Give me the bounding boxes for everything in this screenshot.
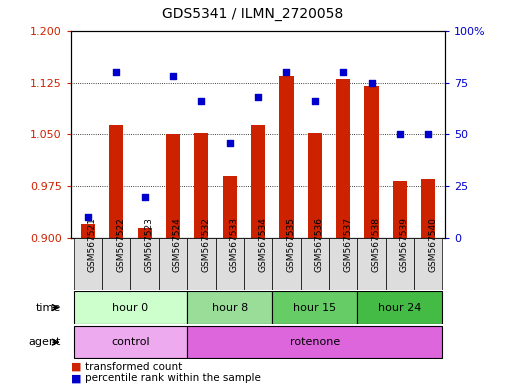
FancyBboxPatch shape — [385, 238, 413, 290]
Point — [282, 69, 290, 75]
FancyBboxPatch shape — [130, 238, 159, 290]
Bar — [194, 133, 208, 238]
Text: hour 0: hour 0 — [112, 303, 148, 313]
Point — [169, 73, 177, 79]
Point — [254, 94, 262, 100]
Text: GSM567540: GSM567540 — [427, 217, 436, 272]
Text: ■: ■ — [71, 362, 81, 372]
FancyBboxPatch shape — [357, 291, 441, 324]
Bar — [364, 86, 378, 238]
Bar — [420, 179, 434, 238]
FancyBboxPatch shape — [243, 238, 272, 290]
Text: GSM567524: GSM567524 — [173, 217, 182, 271]
Bar — [222, 176, 236, 238]
Bar — [279, 76, 293, 238]
Text: GSM567536: GSM567536 — [314, 217, 323, 272]
Point — [225, 140, 233, 146]
Text: control: control — [111, 337, 149, 347]
Text: GSM567538: GSM567538 — [371, 217, 380, 272]
Text: GSM567523: GSM567523 — [144, 217, 154, 272]
Text: hour 8: hour 8 — [211, 303, 247, 313]
FancyBboxPatch shape — [300, 238, 328, 290]
FancyBboxPatch shape — [187, 291, 272, 324]
Text: percentile rank within the sample: percentile rank within the sample — [85, 373, 261, 383]
Point — [197, 98, 205, 104]
FancyBboxPatch shape — [272, 238, 300, 290]
Text: time: time — [35, 303, 61, 313]
FancyBboxPatch shape — [328, 238, 357, 290]
Text: GSM567535: GSM567535 — [286, 217, 295, 272]
Text: rotenone: rotenone — [289, 337, 339, 347]
Point — [367, 79, 375, 86]
Bar — [307, 133, 321, 238]
Bar — [137, 228, 152, 238]
FancyBboxPatch shape — [187, 326, 441, 358]
Text: GSM567521: GSM567521 — [88, 217, 96, 272]
FancyBboxPatch shape — [357, 238, 385, 290]
Text: GSM567532: GSM567532 — [201, 217, 210, 272]
Point — [84, 214, 92, 220]
Text: hour 24: hour 24 — [377, 303, 421, 313]
FancyBboxPatch shape — [74, 238, 102, 290]
Bar — [335, 79, 349, 238]
Bar — [250, 126, 265, 238]
Point — [395, 131, 403, 137]
FancyBboxPatch shape — [74, 291, 187, 324]
Text: GSM567533: GSM567533 — [229, 217, 238, 272]
Point — [310, 98, 318, 104]
FancyBboxPatch shape — [413, 238, 441, 290]
Text: GSM567537: GSM567537 — [342, 217, 351, 272]
Text: hour 15: hour 15 — [293, 303, 336, 313]
Text: GDS5341 / ILMN_2720058: GDS5341 / ILMN_2720058 — [162, 7, 343, 21]
Text: transformed count: transformed count — [85, 362, 182, 372]
FancyBboxPatch shape — [272, 291, 357, 324]
Bar — [81, 224, 95, 238]
Point — [112, 69, 120, 75]
Text: agent: agent — [28, 337, 61, 347]
Point — [423, 131, 431, 137]
FancyBboxPatch shape — [159, 238, 187, 290]
Bar — [109, 126, 123, 238]
FancyBboxPatch shape — [215, 238, 243, 290]
FancyBboxPatch shape — [187, 238, 215, 290]
Text: GSM567522: GSM567522 — [116, 217, 125, 271]
Text: GSM567539: GSM567539 — [399, 217, 408, 272]
Text: GSM567534: GSM567534 — [258, 217, 267, 272]
FancyBboxPatch shape — [74, 326, 187, 358]
Bar — [392, 181, 406, 238]
Bar — [166, 134, 180, 238]
Point — [140, 194, 148, 200]
Text: ■: ■ — [71, 373, 81, 383]
Point — [338, 69, 346, 75]
FancyBboxPatch shape — [102, 238, 130, 290]
